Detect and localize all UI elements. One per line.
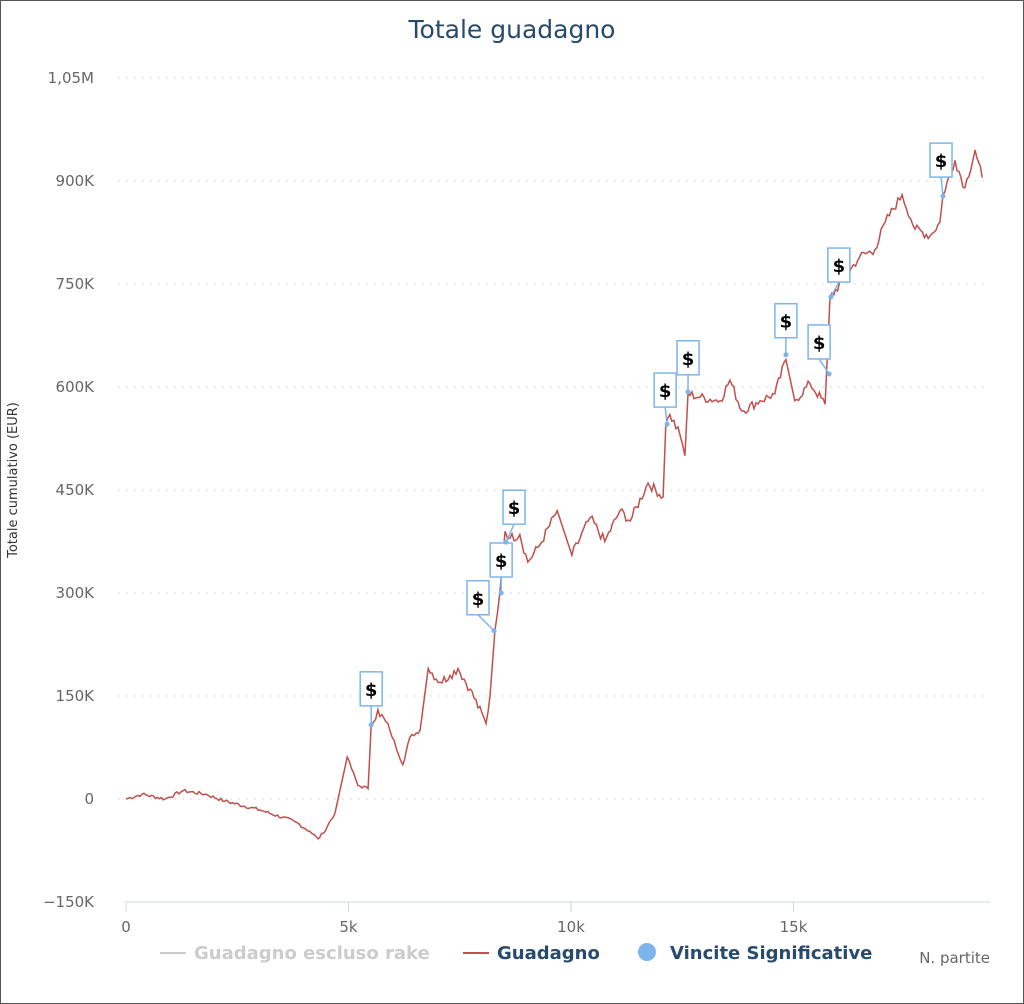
flag-point xyxy=(783,352,789,358)
y-tick-label: 900K xyxy=(56,172,96,190)
legend-label: Guadagno escluso rake xyxy=(194,943,430,964)
significant-win-flag[interactable]: $ xyxy=(929,142,953,199)
flag-point xyxy=(828,294,834,300)
flag-box xyxy=(807,324,831,360)
dollar-icon: $ xyxy=(495,551,508,572)
flag-connector xyxy=(664,406,668,425)
x-tick-label: 5k xyxy=(339,918,358,936)
flag-connector xyxy=(818,358,830,375)
x-tick-label: 15k xyxy=(780,918,808,936)
dollar-icon: $ xyxy=(682,349,695,370)
flag-point xyxy=(940,193,946,199)
significant-win-flag[interactable]: $ xyxy=(807,324,832,377)
legend-label: Guadagno xyxy=(497,943,600,964)
legend-item-guadagno-escluso-rake[interactable]: Guadagno escluso rake xyxy=(160,943,430,964)
dollar-icon: $ xyxy=(508,498,521,519)
y-tick-label: 150K xyxy=(56,687,96,705)
flag-point xyxy=(498,590,504,596)
flag-box xyxy=(653,372,677,408)
significant-win-flag[interactable]: $ xyxy=(676,340,700,395)
significant-win-flag[interactable]: $ xyxy=(502,489,526,545)
x-tick-label: 0 xyxy=(121,918,131,936)
significant-win-flag[interactable]: $ xyxy=(466,580,497,634)
significant-win-flag[interactable]: $ xyxy=(827,247,851,300)
dollar-icon: $ xyxy=(935,151,948,172)
y-tick-label: 600K xyxy=(56,378,96,396)
x-tick-label: 10k xyxy=(557,918,585,936)
legend-item-vincite-significative[interactable]: Vincite Significative xyxy=(638,943,872,964)
dollar-icon: $ xyxy=(780,312,793,333)
flag-point xyxy=(685,389,691,395)
y-tick-label: 1,05M xyxy=(48,69,94,87)
y-tick-label: 750K xyxy=(56,275,96,293)
flag-box xyxy=(502,489,526,525)
flag-box xyxy=(359,671,383,707)
flag-point xyxy=(368,722,374,728)
significant-win-flag[interactable]: $ xyxy=(489,542,513,596)
flag-box xyxy=(929,142,953,178)
flag-connector xyxy=(940,177,944,197)
flag-box xyxy=(676,340,700,376)
significant-win-flag[interactable]: $ xyxy=(774,302,798,358)
legend-item-guadagno[interactable]: Guadagno xyxy=(463,943,600,964)
flag-point xyxy=(491,628,497,634)
y-axis-label: Totale cumulativo (EUR) xyxy=(6,402,21,559)
y-tick-label: 450K xyxy=(56,481,96,499)
dollar-icon: $ xyxy=(472,589,485,610)
flag-point xyxy=(503,539,509,545)
dollar-icon: $ xyxy=(659,381,672,402)
flag-point xyxy=(826,371,832,377)
chart-title: Totale guadagno xyxy=(408,15,616,44)
dollar-icon: $ xyxy=(833,256,846,277)
flag-box xyxy=(466,580,490,616)
y-tick-label: 0 xyxy=(84,790,94,808)
flag-box xyxy=(827,247,851,283)
dollar-icon: $ xyxy=(365,680,378,701)
legend-circle-icon xyxy=(638,943,656,961)
flag-point xyxy=(664,421,670,427)
guadagno-line xyxy=(125,149,983,840)
flag-connector xyxy=(505,523,515,543)
flag-box xyxy=(489,542,513,578)
x-axis-label: N. partite xyxy=(919,949,990,967)
flag-connector xyxy=(830,281,840,298)
flag-connector xyxy=(477,614,495,632)
legend-label: Vincite Significative xyxy=(670,943,872,964)
y-tick-label: −150K xyxy=(43,893,95,911)
significant-win-flag[interactable]: $ xyxy=(653,372,677,427)
flag-box xyxy=(774,302,798,339)
y-tick-label: 300K xyxy=(56,584,96,602)
dollar-icon: $ xyxy=(813,333,826,354)
significant-win-flag[interactable]: $ xyxy=(359,671,383,728)
